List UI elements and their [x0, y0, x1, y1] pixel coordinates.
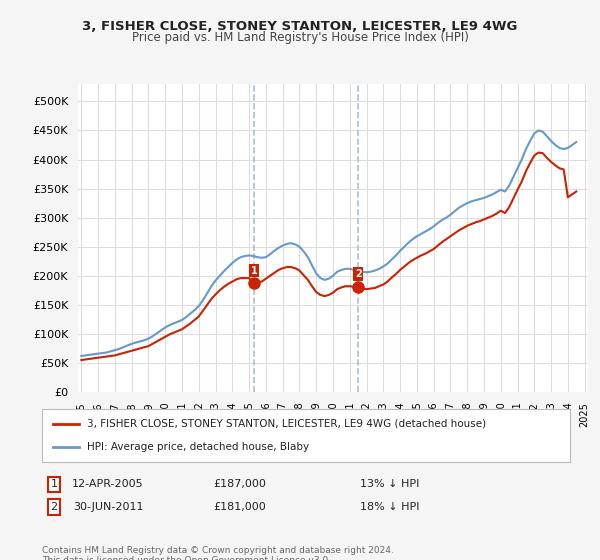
Text: 30-JUN-2011: 30-JUN-2011	[73, 502, 143, 512]
Text: 3, FISHER CLOSE, STONEY STANTON, LEICESTER, LE9 4WG (detached house): 3, FISHER CLOSE, STONEY STANTON, LEICEST…	[87, 419, 486, 429]
Text: £181,000: £181,000	[214, 502, 266, 512]
Text: HPI: Average price, detached house, Blaby: HPI: Average price, detached house, Blab…	[87, 442, 309, 452]
Text: 13% ↓ HPI: 13% ↓ HPI	[361, 479, 419, 489]
Text: 12-APR-2005: 12-APR-2005	[72, 479, 144, 489]
Text: 3, FISHER CLOSE, STONEY STANTON, LEICESTER, LE9 4WG: 3, FISHER CLOSE, STONEY STANTON, LEICEST…	[82, 20, 518, 32]
Text: 1: 1	[251, 265, 257, 276]
Text: 1: 1	[50, 479, 58, 489]
Text: Price paid vs. HM Land Registry's House Price Index (HPI): Price paid vs. HM Land Registry's House …	[131, 31, 469, 44]
Text: £187,000: £187,000	[214, 479, 266, 489]
Text: 2: 2	[50, 502, 58, 512]
Text: 2: 2	[355, 269, 362, 279]
Text: 18% ↓ HPI: 18% ↓ HPI	[360, 502, 420, 512]
Text: Contains HM Land Registry data © Crown copyright and database right 2024.
This d: Contains HM Land Registry data © Crown c…	[42, 546, 394, 560]
